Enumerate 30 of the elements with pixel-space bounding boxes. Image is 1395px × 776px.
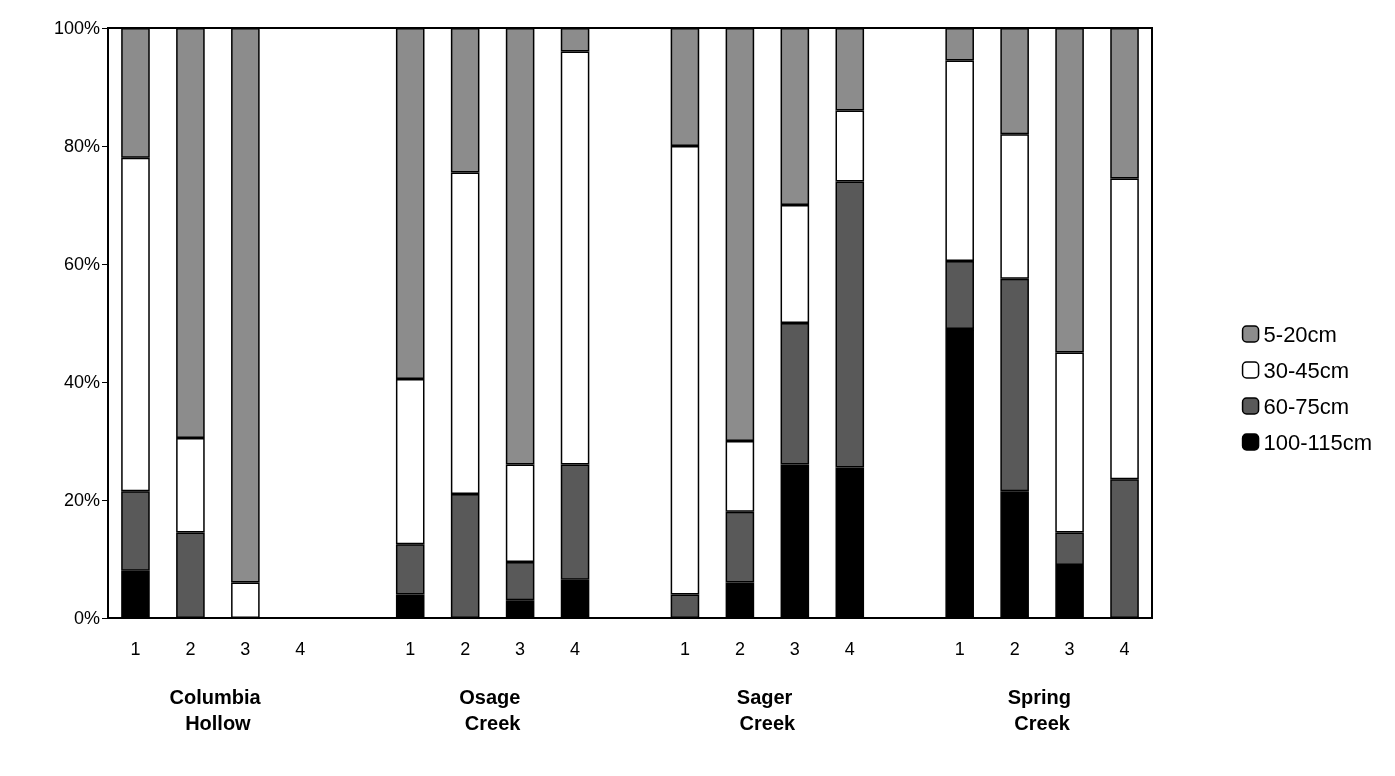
legend-label: 5-20cm: [1263, 321, 1337, 347]
x-tick-label: 3: [515, 639, 526, 659]
x-tick-label: 2: [460, 639, 471, 659]
legend-label: 30-45cm: [1263, 357, 1350, 383]
text: Osage Creek: [459, 686, 526, 734]
x-tick-label: 1: [405, 639, 416, 659]
legend-label: 100-115cm: [1263, 429, 1373, 455]
y-tick-label: 80%: [63, 136, 100, 156]
x-tick-label: 2: [734, 639, 745, 659]
x-tick-label: 2: [1009, 639, 1020, 659]
x-tick-label: 1: [130, 639, 141, 659]
x-tick-label: 4: [844, 639, 855, 659]
x-tick-label: 4: [570, 639, 581, 659]
x-tick-label: 3: [240, 639, 251, 659]
y-tick-label: 60%: [63, 254, 100, 274]
y-tick-label: 40%: [63, 372, 100, 392]
text: Sager Creek: [736, 686, 798, 734]
text: Spring Creek: [1007, 686, 1077, 734]
x-tick-label: 1: [679, 639, 690, 659]
x-tick-label: 2: [185, 639, 196, 659]
y-tick-label: 20%: [63, 490, 100, 510]
legend-label: 60-75cm: [1263, 393, 1350, 419]
y-tick-label: 0%: [73, 608, 100, 628]
x-tick-label: 1: [954, 639, 965, 659]
x-tick-label: 4: [295, 639, 306, 659]
x-tick-label: 3: [789, 639, 800, 659]
x-tick-label: 3: [1064, 639, 1075, 659]
x-tick-label: 4: [1119, 639, 1130, 659]
y-tick-label: 100%: [53, 18, 100, 38]
text: Columbia Hollow: [169, 686, 267, 734]
